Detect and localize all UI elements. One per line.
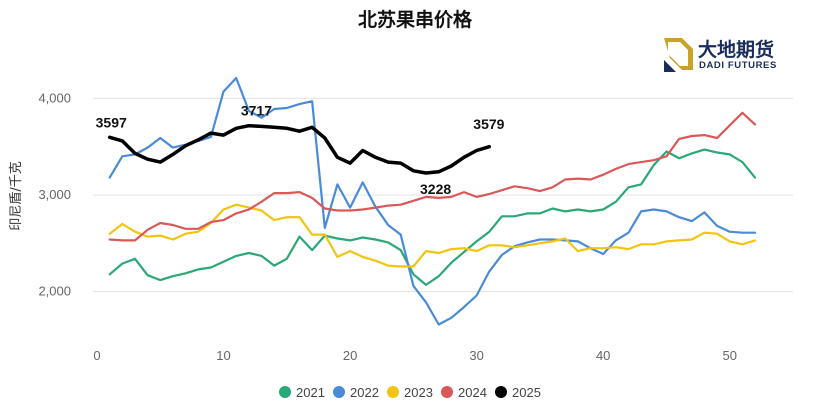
- data-label: 3228: [420, 181, 451, 197]
- x-axis-ticks: 0 10 20 30 40 50: [93, 348, 737, 363]
- data-label: 3579: [473, 116, 504, 132]
- legend-label-2025: 2025: [512, 385, 541, 400]
- brand-name-cn: 大地期货: [698, 38, 774, 61]
- data-label: 3717: [241, 103, 272, 119]
- legend-label-2021: 2021: [296, 385, 325, 400]
- legend-marker-2025: [495, 386, 507, 398]
- x-tick-label: 30: [469, 348, 483, 363]
- legend: 2021 2022 2023 2024 2025: [279, 385, 541, 400]
- y-tick-label: 3,000: [38, 187, 71, 202]
- legend-marker-2022: [333, 386, 345, 398]
- legend-marker-2023: [387, 386, 399, 398]
- brand-name-en: DADI FUTURES: [699, 60, 777, 71]
- series-layer: [107, 76, 757, 326]
- y-tick-label: 2,000: [38, 284, 71, 299]
- y-tick-label: 4,000: [38, 90, 71, 105]
- legend-marker-2021: [279, 386, 291, 398]
- series-line-2022: [108, 76, 757, 326]
- legend-label-2022: 2022: [350, 385, 379, 400]
- x-tick-label: 20: [343, 348, 357, 363]
- series-line-2023: [108, 203, 757, 268]
- legend-marker-2024: [441, 386, 453, 398]
- x-tick-label: 40: [596, 348, 610, 363]
- y-axis-label: 印尼盾/千克: [9, 161, 24, 230]
- brand-emblem-icon: [664, 38, 693, 72]
- annotation-layer: 3597 3717 3228 3579: [96, 103, 505, 197]
- data-label: 3597: [96, 114, 127, 130]
- x-tick-label: 50: [722, 348, 736, 363]
- legend-label-2024: 2024: [458, 385, 487, 400]
- y-axis-ticks: 2,000 3,000 4,000: [38, 90, 71, 298]
- legend-label-2023: 2023: [404, 385, 433, 400]
- series-line-2021: [108, 148, 757, 286]
- grid-lines: [93, 97, 793, 293]
- series-line-2024: [108, 111, 757, 242]
- x-tick-label: 0: [93, 348, 100, 363]
- chart-title: 北苏果串价格: [358, 8, 473, 31]
- x-tick-label: 10: [216, 348, 230, 363]
- series-line-2025: [107, 123, 492, 175]
- brand-logo: 大地期货 DADI FUTURES: [664, 38, 777, 72]
